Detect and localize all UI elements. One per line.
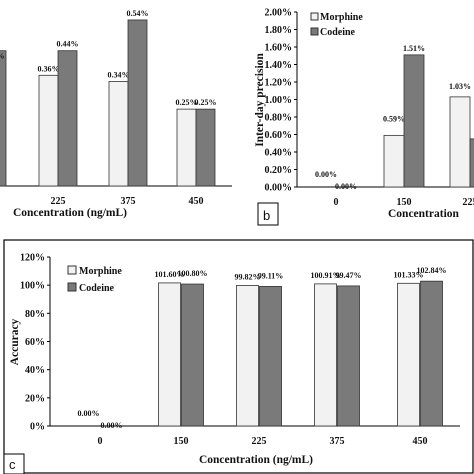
- x-tick-label: 375: [330, 436, 345, 447]
- panel-c-letter: c: [9, 457, 16, 472]
- panel-c-frame: [3, 239, 474, 474]
- data-label: 14%: [0, 52, 5, 61]
- panel-b-letter-box: [257, 202, 279, 226]
- morphine-bar: [158, 282, 181, 427]
- panel-b-y-axis-title: Inter-day precision: [254, 53, 266, 147]
- codeine-bar: [403, 54, 425, 188]
- y-tick-label: 0.20%: [265, 165, 293, 176]
- panel-b-x-axis-title: Concentration: [388, 208, 460, 220]
- data-label: 0.44%: [57, 40, 79, 49]
- data-label: 0.34%: [108, 70, 130, 79]
- legend-label-morphine: Morphine: [320, 12, 363, 23]
- data-label: 101.60%: [155, 270, 185, 279]
- y-tick-label: 1.40%: [265, 60, 293, 71]
- panel-b-legend: Morphine Codeine: [310, 12, 363, 38]
- legend-label-morphine: Morphine: [79, 266, 122, 277]
- data-label: 0.25%: [195, 98, 217, 107]
- morphine-bar: [449, 96, 471, 188]
- x-tick-label: 225: [252, 436, 267, 447]
- legend-swatch-morphine: [67, 265, 77, 275]
- data-label: 1.03%: [449, 82, 471, 91]
- x-tick-label: 450: [189, 196, 204, 207]
- legend-swatch-morphine: [310, 12, 319, 21]
- data-label: 0.00%: [315, 170, 337, 179]
- y-tick-label: 1.60%: [265, 43, 293, 54]
- morphine-bar: [314, 283, 337, 427]
- panel-a-chart: Concentration (ng/mL) 14% 0.36% 0.44% 0.34%…: [0, 9, 232, 219]
- codeine-bar: [420, 280, 443, 427]
- data-label: 101.33%: [394, 270, 424, 279]
- x-tick-label: 450: [413, 436, 428, 447]
- data-label: 0.36%: [38, 64, 60, 73]
- x-tick-label: 225: [463, 197, 474, 208]
- data-label: 99.11%: [258, 271, 284, 280]
- panel-c-legend: Morphine Codeine: [67, 265, 122, 294]
- codeine-bar: [181, 283, 204, 427]
- y-tick-label: 80%: [25, 309, 45, 320]
- panel-c-chart: Accuracy Concentration (ng/mL) 0% 20% 40% 6…: [3, 239, 474, 474]
- data-label: 99.47%: [336, 271, 362, 280]
- legend-label-codeine: Codeine: [79, 283, 115, 294]
- legend-label-codeine: Codeine: [320, 27, 356, 38]
- data-label: 0.00%: [335, 182, 357, 191]
- codeine-bar: [195, 108, 216, 187]
- morphine-bar: [108, 81, 129, 187]
- y-tick-label: 0%: [30, 422, 45, 433]
- data-label: 0.54%: [127, 9, 149, 18]
- data-label: 1.51%: [403, 44, 425, 53]
- data-label: 99.82%: [235, 272, 261, 281]
- x-tick-label: 225: [51, 196, 66, 207]
- y-tick-label: 1.20%: [265, 78, 293, 89]
- codeine-bar: [337, 285, 360, 427]
- codeine-bar: [0, 50, 7, 187]
- codeine-bar: [259, 286, 282, 427]
- y-tick-label: 60%: [25, 337, 45, 348]
- morphine-bar: [236, 285, 259, 427]
- data-label: 100.80%: [178, 269, 208, 278]
- codeine-bar: [57, 50, 78, 187]
- codeine-bar: [469, 138, 474, 188]
- morphine-bar: [38, 74, 59, 187]
- data-label: 100.91%: [311, 271, 341, 280]
- panel-c-x-axis-title: Concentration (ng/mL): [199, 454, 313, 466]
- y-tick-label: 0.00%: [265, 183, 293, 194]
- y-tick-label: 100%: [20, 281, 45, 292]
- y-tick-label: 120%: [20, 253, 45, 264]
- codeine-bar: [127, 19, 148, 187]
- morphine-bar: [383, 134, 405, 188]
- legend-swatch-codeine: [67, 282, 77, 292]
- x-tick-label: 375: [121, 196, 136, 207]
- panel-b-chart: Inter-day precision Concentration 0.00% 0…: [254, 8, 474, 226]
- panel-b-letter: b: [263, 208, 270, 223]
- y-tick-label: 2.00%: [265, 8, 293, 19]
- data-label: 0.59%: [383, 114, 405, 123]
- legend-swatch-codeine: [310, 27, 319, 36]
- data-label: 102.84%: [417, 266, 447, 275]
- panel-c-y-axis-title: Accuracy: [9, 318, 21, 365]
- y-tick-label: 1.00%: [265, 95, 293, 106]
- x-tick-label: 0: [334, 197, 339, 208]
- y-tick-label: 20%: [25, 393, 45, 404]
- data-label: 0.25%: [176, 98, 198, 107]
- panel-a-x-axis-title: Concentration (ng/mL): [13, 207, 127, 219]
- morphine-bar: [176, 108, 197, 187]
- panel-c-letter-box: [3, 453, 25, 474]
- data-label: 0.00%: [101, 421, 123, 430]
- y-tick-label: 1.80%: [265, 25, 293, 36]
- x-tick-label: 150: [397, 197, 412, 208]
- y-tick-label: 0.40%: [265, 148, 293, 159]
- y-tick-label: 0.80%: [265, 113, 293, 124]
- y-tick-label: 40%: [25, 365, 45, 376]
- y-tick-label: 0.60%: [265, 130, 293, 141]
- morphine-bar: [397, 282, 420, 427]
- x-tick-label: 150: [174, 436, 189, 447]
- x-tick-label: 0: [98, 436, 103, 447]
- data-label: 0.00%: [78, 409, 100, 418]
